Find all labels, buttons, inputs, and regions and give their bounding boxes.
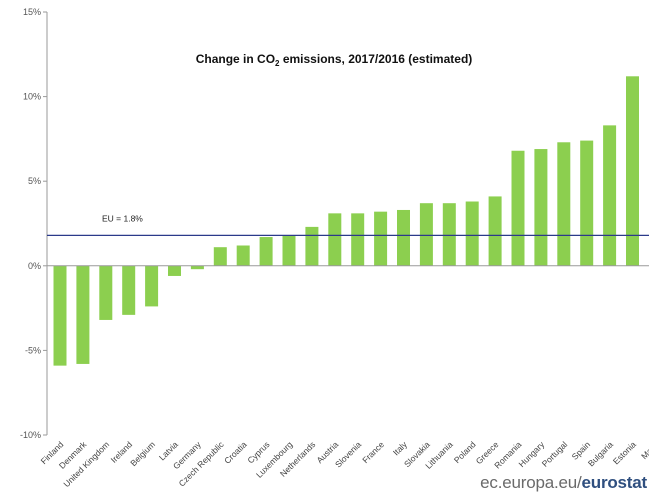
y-axis: 15% 10% 5% 0% -5% -10%: [20, 7, 48, 440]
bar-netherlands: [305, 226, 319, 266]
bar-slovakia: [419, 203, 433, 266]
bar-croatia: [236, 245, 250, 266]
bar-germany: [190, 265, 204, 270]
source-prefix: ec.europa.eu/: [480, 473, 582, 492]
y-tick-label: 15%: [23, 7, 41, 17]
bars: [53, 76, 639, 366]
bar-czech-republic: [213, 247, 227, 266]
y-tick-label: -5%: [25, 345, 41, 355]
bar-estonia: [626, 76, 639, 266]
category-label: Portugal: [540, 439, 570, 469]
category-label: Malta: [639, 439, 649, 461]
bar-latvia: [168, 265, 181, 276]
source-brand: eurostat: [581, 473, 648, 492]
category-label: Slovenia: [333, 439, 363, 469]
bar-france: [374, 211, 388, 266]
bar-poland: [465, 201, 479, 266]
eu-reference-label: EU = 1.8%: [102, 213, 143, 223]
bar-austria: [328, 213, 342, 266]
bar-lithuania: [442, 203, 456, 266]
bar-ireland: [122, 265, 136, 315]
category-label: Estonia: [611, 439, 638, 466]
bar-hungary: [534, 149, 548, 266]
bar-cyprus: [259, 237, 273, 266]
bar-denmark: [76, 265, 90, 364]
category-label: Belgium: [128, 439, 157, 468]
chart-title: Change in CO2 emissions, 2017/2016 (esti…: [196, 52, 473, 68]
bar-romania: [511, 150, 525, 266]
eu-average-line: EU = 1.8%: [47, 213, 649, 236]
y-tick-label: 10%: [23, 92, 41, 102]
bar-bulgaria: [603, 125, 617, 266]
bar-italy: [397, 209, 410, 266]
category-label: Croatia: [222, 439, 249, 466]
y-tick-label: 5%: [28, 176, 41, 186]
bar-belgium: [145, 265, 159, 307]
y-tick-label: -10%: [20, 430, 41, 440]
source-label: ec.europa.eu/eurostat: [480, 473, 647, 493]
bar-slovenia: [351, 213, 365, 266]
category-label: Bulgaria: [586, 439, 615, 468]
bar-spain: [580, 140, 594, 266]
bar-finland: [53, 265, 67, 366]
bar-united-kingdom: [99, 265, 113, 320]
category-label: Italy: [391, 439, 410, 458]
y-tick-label: 0%: [28, 261, 41, 271]
bar-greece: [488, 196, 502, 266]
bar-luxembourg: [282, 235, 296, 266]
category-label: Poland: [452, 439, 478, 465]
category-label: France: [360, 439, 386, 465]
bar-portugal: [557, 142, 571, 266]
